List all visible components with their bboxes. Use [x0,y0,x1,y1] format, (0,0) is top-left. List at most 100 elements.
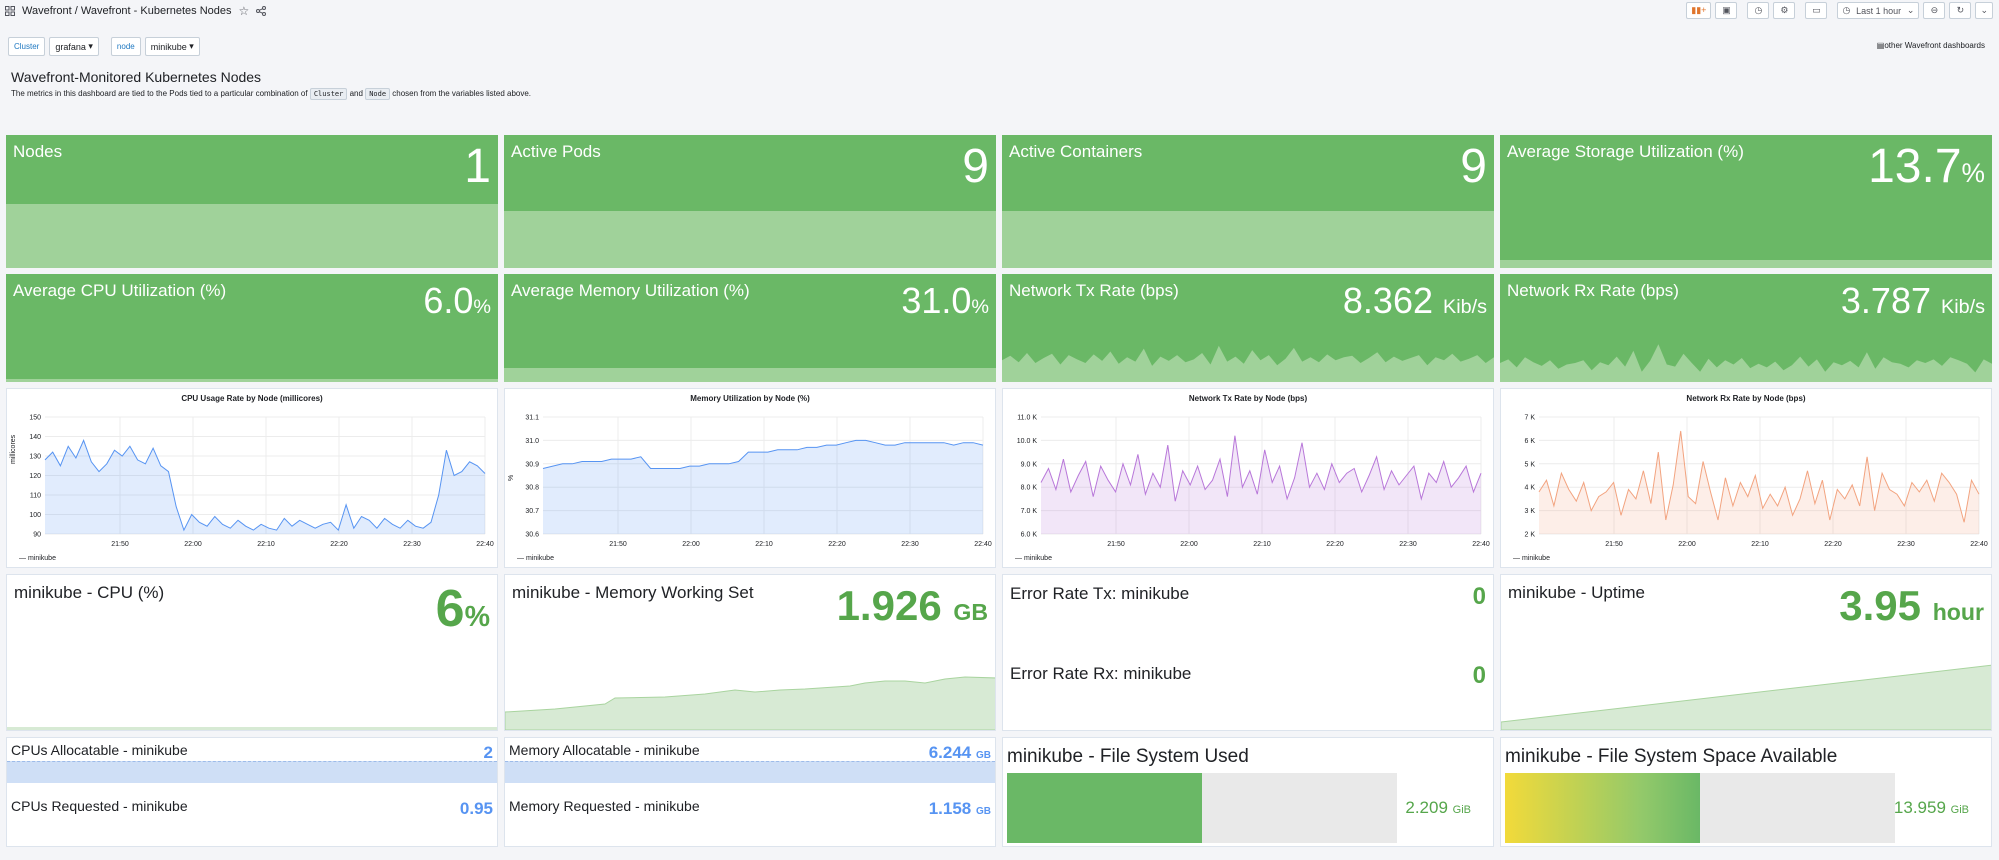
variable-select-cluster[interactable]: grafana ▾ [49,37,99,56]
panel-title: Active Pods [511,142,601,161]
sparkline-uptime [1501,664,1991,730]
stat-number: 6.0 [423,280,474,321]
stat-panel-storage-utilization[interactable]: Average Storage Utilization (%) 13.7% [1500,135,1992,268]
stat-unit: Kib/s [1941,296,1985,318]
graph-panel-memory-utilization[interactable]: 31.1 31.0 30.9 30.8 30.7 30.6 21:50 22:00 22:10 2… [504,388,996,568]
sparkline-area [504,368,996,382]
x-tick-label: 21:50 [1605,541,1623,548]
sparkline-memory [505,676,995,730]
chart-network-tx: 11.0 K 10.0 K 9.0 K 8.0 K 7.0 K 6.0 K 21:50 22:… [1017,415,1490,549]
graph-panel-network-rx[interactable]: 7 K 6 K 5 K 4 K 3 K 2 K 21:50 22:00 22:10 22:20 22… [1500,388,1992,568]
grid-icon[interactable] [5,6,15,16]
stat-number: 8.362 [1342,280,1433,321]
sparkline-area [505,761,995,783]
x-tick-label: 22:40 [1970,541,1988,548]
zoom-out-button[interactable]: ⊖ [1923,2,1946,19]
graph-panel-cpu-usage[interactable]: 150 140 130 120 110 100 90 21:50 22:00 22:10 22:20… [6,388,498,568]
y-tick-label: 31.0 [525,438,539,445]
y-tick-label: 30.9 [525,461,539,468]
chart-title: Network Tx Rate by Node (bps) [1188,394,1308,403]
series-area [1041,435,1481,534]
variable-select-node[interactable]: minikube ▾ [144,37,200,56]
refresh-interval-button[interactable]: ⌄ [1975,2,1993,19]
settings-button[interactable]: ⚙ [1773,2,1796,19]
singlestat-node-memory[interactable]: minikube - Memory Working Set 1.926 GB [504,574,996,731]
chart-title: CPU Usage Rate by Node (millicores) [181,394,323,403]
panel-cpus[interactable]: CPUs Allocatable - minikube 2 CPUs Reque… [6,737,498,847]
y-tick-label: 31.1 [525,415,539,422]
bargauge-fs-available[interactable]: minikube - File System Space Available 1… [1500,737,1992,847]
stat-panel-nodes[interactable]: Nodes 1 [6,135,498,268]
intro-text-3: chosen from the variables listed above. [392,89,532,98]
error-rx-value: 0 [1472,662,1486,689]
add-panel-button[interactable]: ▮▮+ [1686,2,1712,19]
sparkline-area [1002,211,1494,268]
stat-panel-active-containers[interactable]: Active Containers 9 [1002,135,1494,268]
stat-value: 1 [464,139,491,194]
share-icon[interactable] [256,6,267,16]
stat-value: 3.787 Kib/s [1841,280,1985,322]
bar-gauge-value: 13.959 GiB [1894,798,1969,818]
bar-gauge-track [1007,773,1397,843]
star-icon[interactable]: ☆ [238,4,250,18]
legend-series-name: minikube [27,555,56,562]
panel-title: Nodes [13,142,63,161]
y-tick-label: 90 [33,532,41,539]
chart-legend[interactable]: — minikube [19,555,56,562]
panel-title: minikube - Uptime [1508,583,1645,602]
stat-panel-cpu-utilization[interactable]: Average CPU Utilization (%) 6.0% [6,274,498,382]
panel-memory[interactable]: Memory Allocatable - minikube 6.244 GB M… [504,737,996,847]
y-axis-label: millicores [10,434,17,464]
panel-title: Network Rx Rate (bps) [1507,281,1679,300]
sparkline-tx [1002,345,1494,382]
singlestat-node-uptime[interactable]: minikube - Uptime 3.95 hour [1500,574,1992,731]
legend-series-name: minikube [1023,555,1052,562]
chart-legend[interactable]: — minikube [517,555,554,562]
stat-panel-network-tx[interactable]: Network Tx Rate (bps) 8.362 Kib/s [1002,274,1494,382]
intro-description: The metrics in this dashboard are tied t… [11,88,532,100]
refresh-button[interactable]: ↻ [1949,2,1972,19]
bargauge-fs-used[interactable]: minikube - File System Used 2.209 GiB [1002,737,1494,847]
stat-number: 9 [1460,140,1487,193]
stat-value: 1.926 GB [837,582,988,630]
y-tick-label: 130 [29,454,41,461]
series-line [44,439,486,532]
chart-legend[interactable]: — minikube [1513,555,1550,562]
gear-icon: ⚙ [1780,5,1789,15]
save-dashboard-button[interactable]: ▣ [1715,2,1738,19]
y-tick-label: 6 K [1524,438,1535,445]
monitor-icon: ▭ [1812,5,1821,15]
dashboard-title[interactable]: Wavefront / Wavefront - Kubernetes Nodes [22,5,232,17]
x-tick-label: 22:00 [1678,541,1696,548]
tv-mode-button[interactable]: ▭ [1805,2,1828,19]
refresh-icon: ↻ [1956,5,1965,15]
y-tick-label: 30.6 [525,532,539,539]
chart-legend[interactable]: — minikube [1015,555,1052,562]
singlestat-node-cpu[interactable]: minikube - CPU (%) 6% [6,574,498,731]
panel-title: Average Memory Utilization (%) [511,281,750,300]
dashboard-link-icon: ▤ [1876,41,1885,50]
gauge-number: 2.209 [1405,798,1448,817]
x-tick-label: 21:50 [1107,541,1125,548]
stat-unit: hour [1932,599,1984,625]
metric-name: CPUs Allocatable - minikube [11,742,188,758]
gauge-unit: GiB [1950,804,1969,816]
chevron-down-icon: ⌄ [1980,5,1988,15]
bar-gauge-fill [1505,773,1700,843]
stat-panel-memory-utilization[interactable]: Average Memory Utilization (%) 31.0% [504,274,996,382]
y-tick-label: 7.0 K [1021,508,1038,515]
y-tick-label: 4 K [1524,485,1535,492]
variable-label-node: node [110,37,141,56]
panel-title: Network Tx Rate (bps) [1009,281,1179,300]
stat-panel-active-pods[interactable]: Active Pods 9 [504,135,996,268]
stat-panel-network-rx[interactable]: Network Rx Rate (bps) 3.787 Kib/s [1500,274,1992,382]
error-tx-value: 0 [1472,583,1486,610]
variable-label-cluster: Cluster [8,37,46,56]
graph-panel-network-tx[interactable]: 11.0 K 10.0 K 9.0 K 8.0 K 7.0 K 6.0 K 21:50 22:… [1002,388,1494,568]
panel-title: Average Storage Utilization (%) [1507,142,1744,161]
intro-title: Wavefront-Monitored Kubernetes Nodes [11,69,262,85]
time-picker-button[interactable]: ◷ Last 1 hour ⌄ [1837,2,1920,19]
other-dashboards-link[interactable]: ▤other Wavefront dashboards [1877,41,1985,50]
snapshot-button[interactable]: ◷ [1747,2,1770,19]
singlestat-error-rates[interactable]: Error Rate Tx: minikube 0 Error Rate Rx:… [1002,574,1494,731]
